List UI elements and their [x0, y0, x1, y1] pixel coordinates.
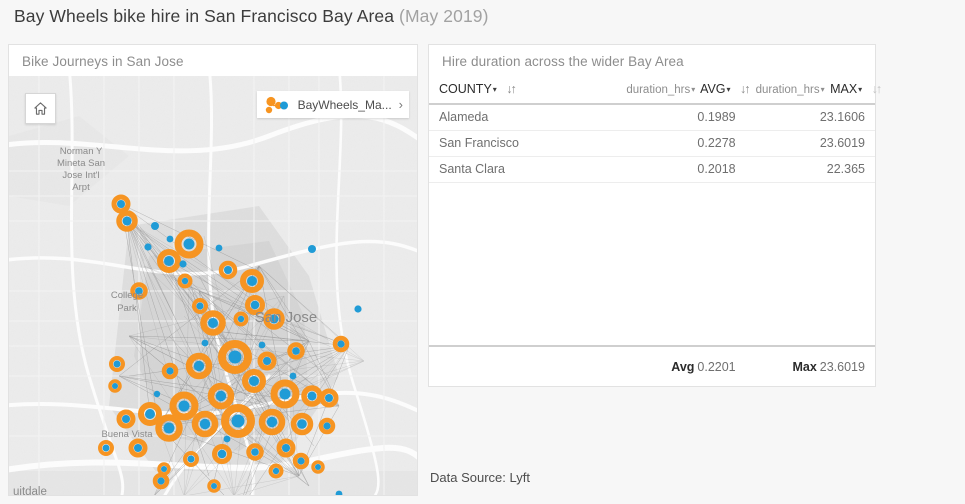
column-header-max-field: duration_hrs▾ [755, 84, 825, 96]
column-header-avg-field: duration_hrs▾ [626, 84, 696, 96]
column-header-max-stat: MAX [830, 82, 858, 96]
column-header-avg[interactable]: duration_hrs▾ AVG▾ ↓↑ [616, 76, 750, 105]
sort-toggle-county[interactable]: ↓↑ [506, 82, 516, 96]
home-button[interactable] [25, 93, 56, 124]
cell-avg: 0.1989 [616, 104, 746, 131]
table-row[interactable]: Santa Clara 0.2018 22.365 [429, 156, 875, 183]
footer-max-value: 23.6019 [819, 359, 865, 374]
legend-widget[interactable]: BayWheels_Ma... › [256, 91, 409, 118]
cell-county: San Francisco [429, 130, 617, 157]
home-icon [34, 102, 47, 115]
caret-down-icon[interactable]: ▾ [820, 84, 825, 94]
caret-down-icon[interactable]: ▾ [691, 84, 696, 94]
page-title: Bay Wheels bike hire in San Francisco Ba… [14, 6, 489, 27]
cell-max: 23.6019 [745, 130, 875, 157]
footer-max-label: Max [792, 359, 817, 374]
column-header-max[interactable]: duration_hrs▾ MAX▾ ↓↑ [745, 76, 882, 105]
footer-max: Max 23.6019 [746, 360, 875, 374]
column-header-county-label: COUNTY [439, 82, 492, 96]
table-panel: Hire duration across the wider Bay Area … [428, 44, 882, 387]
table-header-row: COUNTY▾ ↓↑ duration_hrs▾ AVG▾ ↓↑ duratio… [429, 76, 882, 105]
footer-avg: Avg 0.2201 [616, 360, 745, 374]
map-panel: Bike Journeys in San Jose [8, 44, 418, 496]
cell-county: Alameda [429, 104, 617, 131]
caret-down-icon[interactable]: ▾ [492, 84, 497, 94]
legend-symbol-icon [265, 96, 288, 113]
cell-avg: 0.2018 [616, 156, 746, 183]
table-row[interactable]: Alameda 0.1989 23.1606 [429, 104, 875, 131]
table-body: Alameda 0.1989 23.1606 San Francisco 0.2… [429, 104, 875, 183]
sort-toggle-avg[interactable]: ↓↑ [740, 82, 750, 96]
footer-avg-label: Avg [671, 359, 695, 374]
county-duration-table: COUNTY▾ ↓↑ duration_hrs▾ AVG▾ ↓↑ duratio… [429, 76, 882, 183]
cell-max: 23.1606 [745, 104, 875, 131]
cell-county: Santa Clara [429, 156, 617, 183]
map-canvas[interactable]: Norman Y Mineta San Jose Int'l Arpt Coll… [9, 76, 417, 495]
caret-down-icon[interactable]: ▾ [858, 84, 863, 94]
page-title-main: Bay Wheels bike hire in San Francisco Ba… [14, 6, 395, 26]
page-title-period: (May 2019) [399, 6, 489, 26]
map-graphics: Norman Y Mineta San Jose Int'l Arpt Coll… [9, 76, 417, 495]
legend-layer-label: BayWheels_Ma... [297, 97, 392, 112]
footer-avg-value: 0.2201 [697, 359, 736, 374]
column-header-county[interactable]: COUNTY▾ ↓↑ [429, 76, 617, 105]
caret-down-icon[interactable]: ▾ [726, 84, 731, 94]
cell-avg: 0.2278 [616, 130, 746, 157]
chevron-right-icon[interactable]: › [398, 97, 403, 112]
table-container: COUNTY▾ ↓↑ duration_hrs▾ AVG▾ ↓↑ duratio… [429, 76, 882, 386]
cell-max: 22.365 [745, 156, 875, 183]
table-summary-footer: Avg 0.2201 Max 23.6019 [429, 345, 875, 386]
sort-toggle-max[interactable]: ↓↑ [871, 82, 882, 96]
map-panel-title: Bike Journeys in San Jose [22, 54, 184, 69]
table-row[interactable]: San Francisco 0.2278 23.6019 [429, 130, 875, 157]
data-source-label: Data Source: Lyft [430, 470, 530, 485]
table-panel-title: Hire duration across the wider Bay Area [442, 54, 684, 69]
column-header-avg-stat: AVG [700, 82, 726, 96]
